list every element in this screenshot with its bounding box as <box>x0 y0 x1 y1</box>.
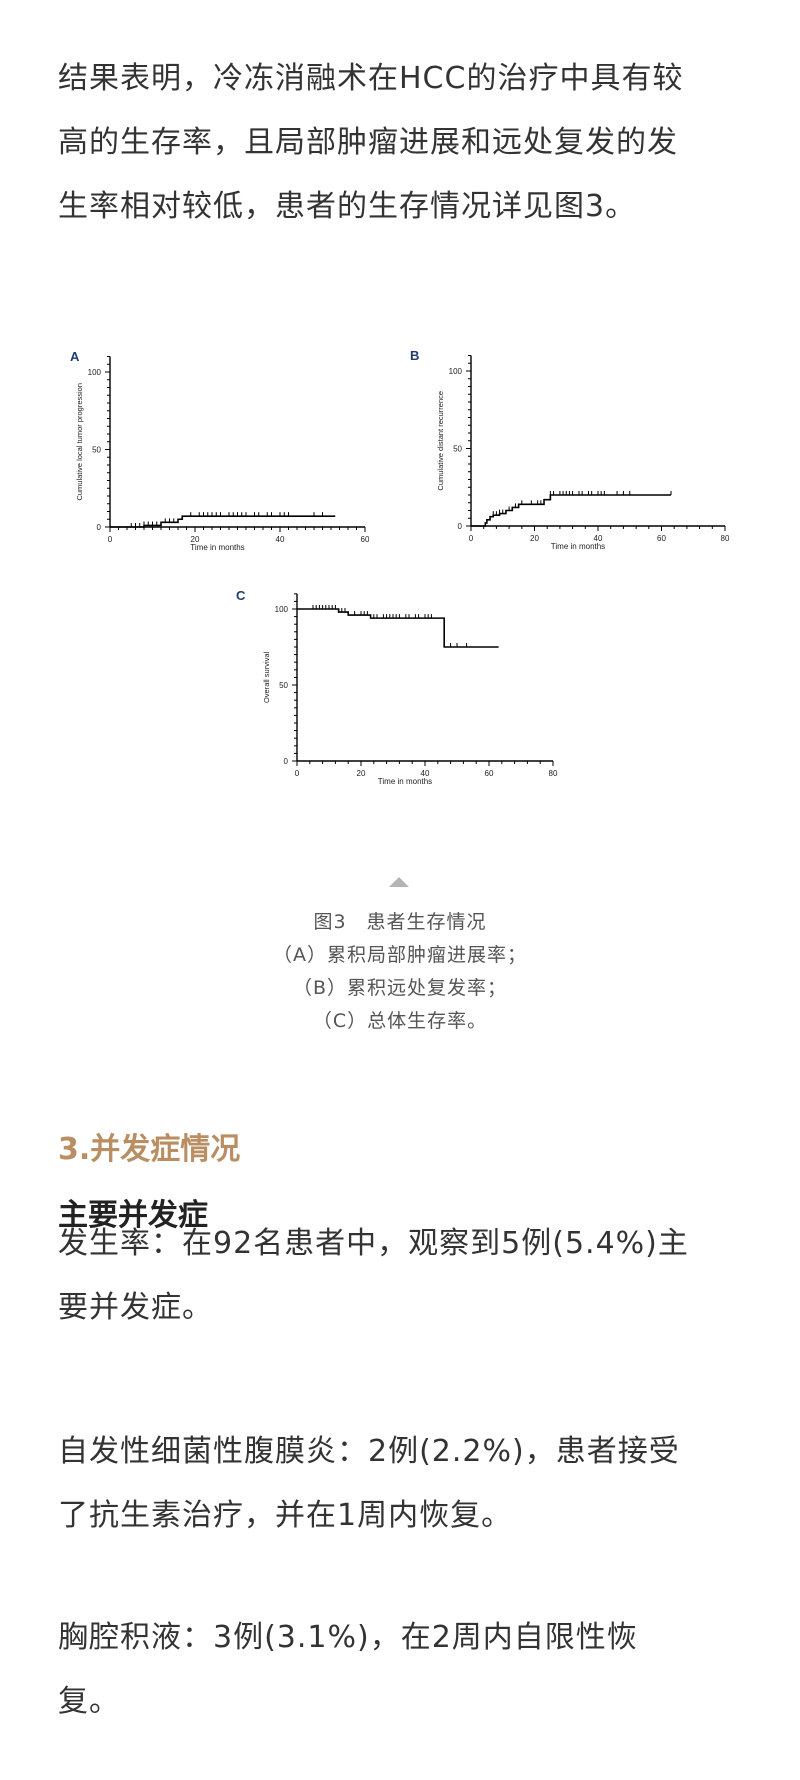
panel-label: A <box>70 349 80 364</box>
section-subheading: 主要并发症 <box>58 1198 208 1233</box>
figure-caption-title: 图3 患者生存情况 <box>313 911 487 933</box>
figure-caption-c: （C）总体生存率。 <box>312 1010 488 1032</box>
x-tick-label: 80 <box>721 534 730 543</box>
x-axis-label: Time in months <box>551 542 605 551</box>
x-tick-label: 20 <box>191 535 200 544</box>
y-tick-label: 50 <box>279 681 288 690</box>
y-tick-label: 100 <box>275 605 289 614</box>
x-tick-label: 60 <box>657 534 666 543</box>
y-axis-label: Cumulative local tumor progression <box>75 383 84 501</box>
figure-caption-b: （B）累积远处复发率； <box>292 977 508 999</box>
y-axis-label: Cumulative distant recurrence <box>436 391 445 491</box>
survival-step-line <box>297 608 499 648</box>
intro-line: 生率相对较低，患者的生存情况详见图3。 <box>58 189 637 224</box>
y-tick-label: 50 <box>92 446 101 455</box>
x-tick-label: 20 <box>530 534 539 543</box>
x-tick-label: 0 <box>295 769 300 778</box>
y-tick-label: 0 <box>97 523 102 532</box>
paragraph-line: 复。 <box>58 1684 120 1719</box>
x-axis-label: Time in months <box>190 543 244 552</box>
x-axis-label: Time in months <box>378 777 432 786</box>
x-tick-label: 0 <box>108 535 113 544</box>
y-axis-label: Overall survival <box>262 651 271 703</box>
paragraph-line: 胸腔积液：3例(3.1%)，在2周内自限性恢 <box>58 1620 638 1655</box>
x-tick-label: 20 <box>357 769 366 778</box>
figure-caption-a: （A）累积局部肿瘤进展率； <box>273 944 527 966</box>
paragraph-line: 了抗生素治疗，并在1周内恢复。 <box>58 1498 513 1533</box>
triangle-up-icon <box>389 877 409 887</box>
x-tick-label: 60 <box>361 535 370 544</box>
intro-line: 结果表明，冷冻消融术在HCC的治疗中具有较 <box>58 61 684 96</box>
x-tick-label: 60 <box>485 769 494 778</box>
panel-label: C <box>236 588 246 603</box>
panel-label: B <box>410 348 419 363</box>
y-tick-label: 100 <box>88 368 102 377</box>
intro-line: 高的生存率，且局部肿瘤进展和远处复发的发 <box>58 125 678 160</box>
paragraph-line: 要并发症。 <box>58 1290 213 1325</box>
x-tick-label: 40 <box>594 534 603 543</box>
paragraph-line: 发生率：在92名患者中，观察到5例(5.4%)主 <box>58 1226 689 1261</box>
x-tick-label: 40 <box>421 769 430 778</box>
y-tick-label: 0 <box>458 522 463 531</box>
x-tick-label: 0 <box>469 534 474 543</box>
section-heading: 3.并发症情况 <box>58 1132 241 1167</box>
survival-step-line <box>471 494 672 527</box>
y-tick-label: 0 <box>284 757 289 766</box>
x-tick-label: 80 <box>549 769 558 778</box>
paragraph-line: 自发性细菌性腹膜炎：2例(2.2%)，患者接受 <box>58 1434 680 1469</box>
x-tick-label: 40 <box>276 535 285 544</box>
y-tick-label: 50 <box>453 445 462 454</box>
figure-3-charts: A 0 50 100 0 20 40 60 Time in months Cumulative l… <box>70 348 730 786</box>
y-tick-label: 100 <box>449 367 463 376</box>
